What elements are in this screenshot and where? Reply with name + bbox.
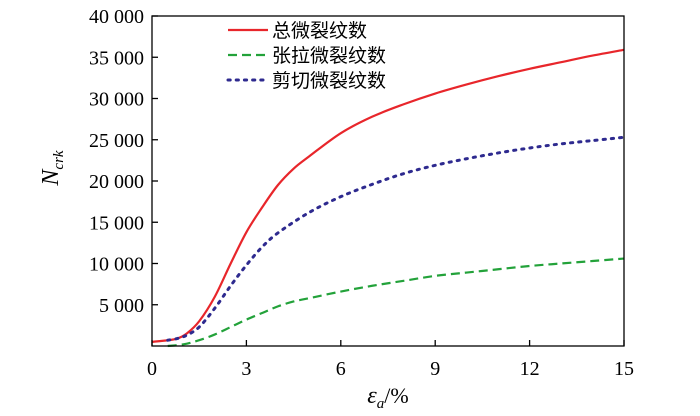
y-tick-label: 25 000 [89, 130, 144, 152]
series-layer [151, 48, 626, 348]
y-tick-label: 40 000 [89, 6, 144, 28]
series-line-3 [166, 135, 626, 342]
y-tick-label: 35 000 [89, 47, 144, 69]
y-tick-label: 20 000 [89, 171, 144, 193]
y-tick-label: 5 000 [99, 295, 144, 317]
x-tick-label: 9 [430, 358, 440, 380]
x-axis-title: εa/% [367, 383, 408, 412]
x-tick-label: 3 [241, 358, 251, 380]
y-tick-label: 15 000 [89, 212, 144, 234]
x-tick-label: 0 [147, 358, 157, 380]
y-axis-symbol: N [38, 168, 64, 187]
x-tick-label: 6 [336, 358, 346, 380]
legend-label-2: 张拉微裂纹数 [272, 45, 386, 67]
legend-label-3: 剪切微裂纹数 [272, 70, 386, 92]
legend-label-1: 总微裂纹数 [272, 20, 367, 42]
y-tick-label: 30 000 [89, 89, 144, 111]
x-tick-label: 15 [614, 358, 634, 380]
ticks-layer: 0 3 6 9 12 15 5 000 10 000 15 000 20 000 25 000 30 … [89, 6, 634, 380]
y-tick-label: 10 000 [89, 254, 144, 276]
x-axis-subscript: a [377, 396, 385, 412]
x-axis-unit: /% [384, 383, 408, 408]
x-tick-label: 12 [520, 358, 540, 380]
y-axis-title: Ncrk [38, 150, 67, 187]
x-axis-symbol: ε [367, 383, 377, 409]
y-axis-subscript: crk [51, 150, 67, 169]
series-line-1 [151, 48, 625, 343]
series-line-2 [167, 257, 625, 348]
